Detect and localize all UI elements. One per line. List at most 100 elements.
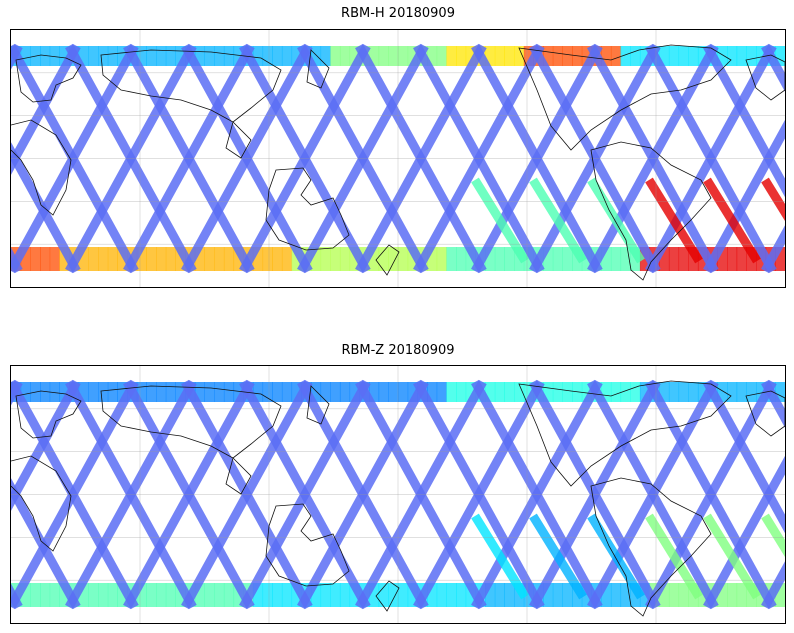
swath-band-north <box>194 382 205 402</box>
swath-band-north <box>407 46 418 66</box>
swath-band-north <box>523 46 534 66</box>
swath-band-south <box>369 247 380 271</box>
swath-band-south <box>272 247 283 271</box>
swath-band-north <box>697 46 709 66</box>
swath-band-north <box>717 382 728 402</box>
swath-band-north <box>562 382 573 402</box>
swath-band-north <box>465 46 476 66</box>
swath-band-north <box>369 382 380 402</box>
swath-band-south <box>562 583 573 607</box>
swath-band-south <box>107 583 118 607</box>
swath-band-south <box>388 583 399 607</box>
swath-band-south <box>552 247 563 271</box>
swath-band-north <box>49 46 60 66</box>
swath-band-north <box>504 382 515 402</box>
swath-band-north <box>610 46 622 66</box>
satellite-swath-accent <box>703 513 761 600</box>
swath-band-south <box>378 583 389 607</box>
coastline <box>15 390 82 439</box>
swath-band-north <box>40 46 51 66</box>
swath-band-north <box>688 46 699 66</box>
swath-band-north <box>78 382 89 402</box>
swath-band-south <box>117 247 128 271</box>
satellite-swath-accent <box>703 177 761 264</box>
swath-band-north <box>281 46 293 66</box>
swath-band-south <box>214 247 225 271</box>
coastline <box>375 580 400 612</box>
swath-band-north <box>446 382 457 402</box>
satellite-swath-accent <box>761 513 785 557</box>
swath-band-south <box>339 247 351 271</box>
swath-band-south <box>494 583 505 607</box>
swath-band-south <box>233 583 244 607</box>
swath-band-south <box>407 247 418 271</box>
swath-band-south <box>601 583 612 607</box>
swath-band-south <box>262 583 273 607</box>
swath-band-south <box>59 583 70 607</box>
map-canvas-rbm-h <box>11 30 785 287</box>
swath-band-north <box>736 46 747 66</box>
swath-band-north <box>456 46 467 66</box>
swath-band-north <box>407 382 418 402</box>
satellite-swath-accent <box>645 513 703 600</box>
swath-band-north <box>20 46 31 66</box>
swath-band-south <box>775 247 785 271</box>
swath-band-south <box>49 583 60 607</box>
swath-band-north <box>543 382 554 402</box>
coastline <box>265 167 350 251</box>
swath-band-north <box>601 46 612 66</box>
swath-band-north <box>630 46 641 66</box>
swath-band-north <box>214 382 225 402</box>
swath-band-north <box>659 46 670 66</box>
swath-band-north <box>272 382 283 402</box>
map-panel-rbm-h <box>10 29 786 288</box>
swath-band-north <box>456 382 467 402</box>
swath-band-south <box>639 583 651 607</box>
swath-band-north <box>427 46 438 66</box>
swath-band-south <box>156 583 167 607</box>
satellite-swath-accent <box>471 177 529 264</box>
swath-band-north <box>204 46 215 66</box>
swath-band-south <box>175 247 186 271</box>
swath-band-north <box>262 46 273 66</box>
swath-band-south <box>581 247 592 271</box>
swath-band-north <box>339 46 351 66</box>
swath-band-north <box>727 46 738 66</box>
swath-band-north <box>398 46 409 66</box>
swath-band-south <box>369 583 380 607</box>
map-canvas-rbm-z <box>11 366 785 623</box>
swath-band-north <box>756 46 767 66</box>
swath-band-south <box>436 247 447 271</box>
swath-band-north <box>485 382 496 402</box>
swath-band-south <box>407 583 418 607</box>
swath-band-north <box>436 382 447 402</box>
coastline <box>518 44 732 151</box>
swath-band-south <box>88 247 99 271</box>
swath-band-north <box>349 382 360 402</box>
swath-band-south <box>678 583 689 607</box>
swath-band-south <box>581 583 592 607</box>
swath-band-south <box>523 247 534 271</box>
swath-band-north <box>98 46 109 66</box>
swath-band-north <box>117 382 128 402</box>
coastline <box>15 54 82 103</box>
swath-band-south <box>204 247 215 271</box>
swath-band-north <box>291 382 302 402</box>
swath-band-north <box>88 46 99 66</box>
swath-band-north <box>272 46 283 66</box>
swath-band-north <box>165 46 176 66</box>
swath-band-south <box>291 247 302 271</box>
swath-band-south <box>736 247 747 271</box>
swath-band-south <box>20 583 31 607</box>
swath-band-south <box>446 583 457 607</box>
swath-band-north <box>59 382 70 402</box>
swath-band-north <box>514 382 525 402</box>
swath-band-north <box>291 46 302 66</box>
swath-band-south <box>78 583 89 607</box>
swath-band-north <box>88 382 99 402</box>
swath-band-south <box>330 247 341 271</box>
swath-band-south <box>465 583 476 607</box>
swath-band-south <box>40 583 51 607</box>
swath-band-south <box>156 247 167 271</box>
swath-band-north <box>427 382 438 402</box>
